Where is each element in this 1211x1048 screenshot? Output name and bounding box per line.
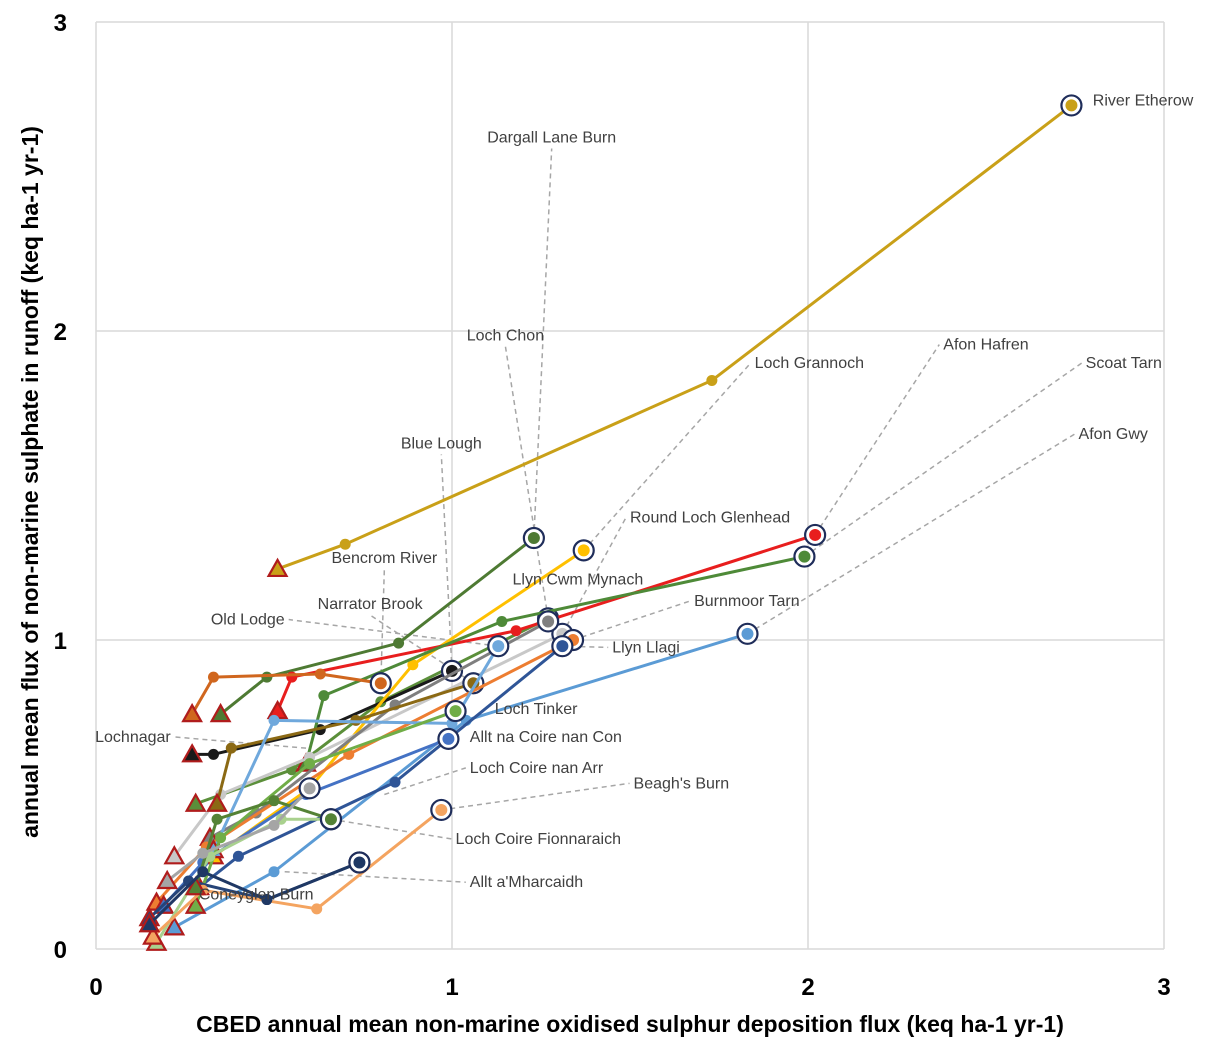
label-round-loch-glenhead: Round Loch Glenhead [630, 510, 790, 527]
x-axis-title: CBED annual mean non-marine oxidised sul… [196, 1011, 1064, 1037]
y-tick-label: 3 [54, 10, 67, 37]
label-bencrom-river: Bencrom River [331, 550, 437, 567]
data-point [226, 743, 237, 754]
data-point [311, 903, 322, 914]
data-point [511, 625, 522, 636]
end-point-marker [542, 615, 554, 627]
end-point-marker [528, 532, 540, 544]
end-point-marker [492, 640, 504, 652]
label-river-etherow: River Etherow [1093, 92, 1194, 109]
label-loch-chon: Loch Chon [467, 327, 544, 344]
label-afon-hafren: Afon Hafren [943, 337, 1028, 354]
data-point [212, 814, 223, 825]
data-point [269, 866, 280, 877]
label-afon-gwy: Afon Gwy [1079, 426, 1148, 443]
end-point-marker [442, 733, 454, 745]
label-blue-lough: Blue Lough [401, 435, 482, 452]
y-tick-label: 1 [54, 628, 67, 655]
end-point-marker [809, 529, 821, 541]
x-tick-label: 0 [89, 974, 102, 1001]
data-point [304, 758, 315, 769]
label-narrator-brook: Narrator Brook [318, 596, 424, 613]
data-point [315, 668, 326, 679]
label-beagh-s-burn: Beagh's Burn [634, 775, 730, 792]
end-point-marker [450, 705, 462, 717]
data-point [318, 690, 329, 701]
x-tick-label: 1 [445, 974, 458, 1001]
y-tick-label: 0 [54, 937, 67, 964]
data-point [215, 832, 226, 843]
label-allt-a-mharcaidh: Allt a'Mharcaidh [470, 874, 583, 891]
data-point [393, 638, 404, 649]
x-tick-label: 2 [801, 974, 814, 1001]
label-loch-grannoch: Loch Grannoch [755, 355, 864, 372]
label-burnmoor-tarn: Burnmoor Tarn [694, 593, 800, 610]
label-llyn-llagi: Llyn Llagi [612, 639, 680, 656]
data-point [706, 375, 717, 386]
end-point-marker [304, 782, 316, 794]
end-point-marker [578, 544, 590, 556]
data-point [340, 539, 351, 550]
end-point-marker [353, 856, 365, 868]
end-point-marker [741, 628, 753, 640]
y-tick-label: 2 [54, 319, 67, 346]
label-old-lodge: Old Lodge [211, 612, 285, 629]
data-point [208, 749, 219, 760]
data-point [197, 866, 208, 877]
data-point [208, 672, 219, 683]
data-point [269, 715, 280, 726]
end-point-marker [1065, 99, 1077, 111]
label-dargall-lane-burn: Dargall Lane Burn [487, 130, 616, 147]
label-scoat-tarn: Scoat Tarn [1086, 355, 1162, 372]
data-point [233, 851, 244, 862]
end-point-marker [325, 813, 337, 825]
x-tick-label: 3 [1157, 974, 1170, 1001]
end-point-marker [798, 551, 810, 563]
label-loch-coire-fionnaraich: Loch Coire Fionnaraich [456, 831, 621, 848]
label-allt-na-coire-nan-con: Allt na Coire nan Con [470, 729, 622, 746]
data-point [496, 616, 507, 627]
end-point-marker [556, 640, 568, 652]
data-point [390, 777, 401, 788]
data-point [269, 820, 280, 831]
y-axis-title: annual mean flux of non-marine sulphate … [17, 126, 43, 838]
label-coneyglen-burn: Coneyglen Burn [199, 887, 314, 904]
label-loch-coire-nan-arr: Loch Coire nan Arr [470, 760, 604, 777]
label-llyn-cwm-mynach: Llyn Cwm Mynach [513, 571, 644, 588]
data-point [197, 848, 208, 859]
data-point [269, 795, 280, 806]
end-point-marker [375, 677, 387, 689]
end-point-marker [435, 804, 447, 816]
label-lochnagar: Lochnagar [95, 729, 171, 746]
label-loch-tinker: Loch Tinker [495, 701, 578, 718]
